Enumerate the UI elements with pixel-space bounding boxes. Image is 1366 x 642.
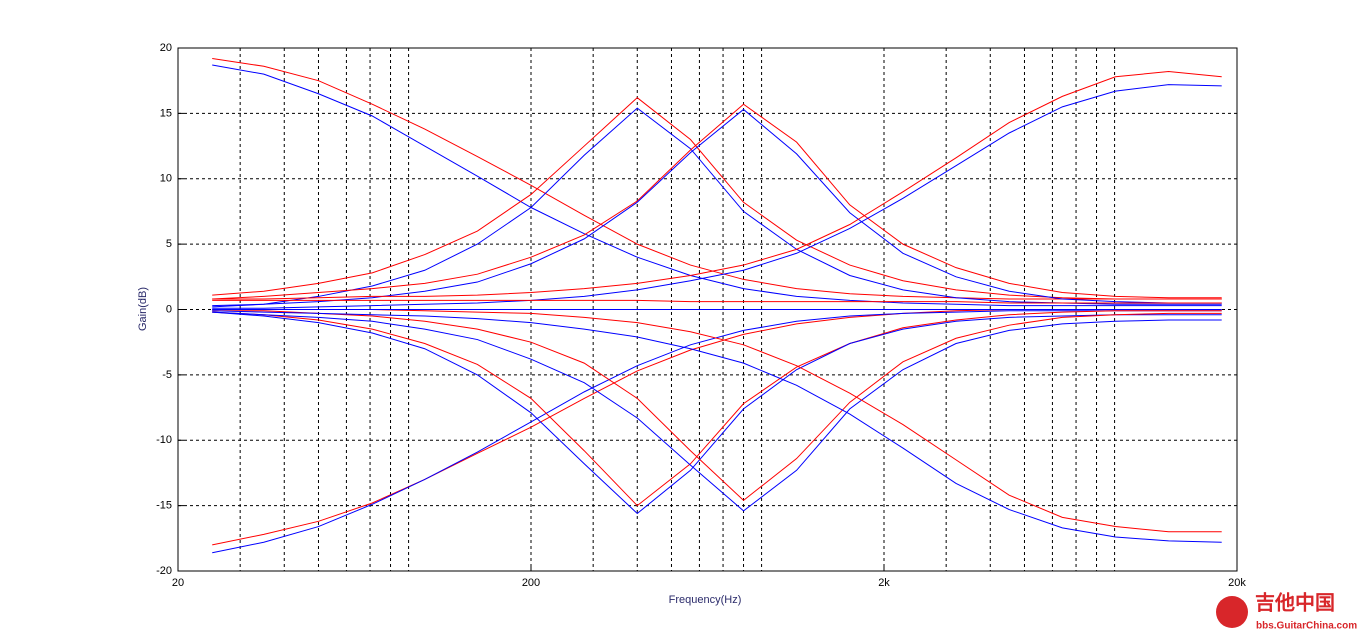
series-line (212, 310, 1222, 543)
series-line (212, 310, 1222, 502)
series-line (212, 103, 1222, 300)
series-line (212, 310, 1222, 507)
x-axis-label: Frequency(Hz) (669, 594, 742, 606)
x-tick-label: 2k (878, 577, 890, 589)
watermark-logo (1216, 596, 1248, 628)
watermark: 吉他中国 bbs.GuitarChina.com (1216, 590, 1357, 632)
y-tick-label: -20 (156, 565, 172, 577)
y-tick-label: 5 (166, 238, 172, 250)
y-tick-label: 0 (166, 303, 172, 315)
y-tick-label: 15 (160, 107, 172, 119)
y-tick-label: -5 (162, 369, 172, 381)
watermark-title: 吉他中国 (1255, 590, 1335, 614)
x-tick-label: 200 (522, 577, 540, 589)
x-tick-label: 20k (1228, 577, 1246, 589)
watermark-url: bbs.GuitarChina.com (1256, 621, 1357, 632)
y-tick-label: -15 (156, 500, 172, 512)
grid (178, 48, 1237, 571)
series-line (212, 84, 1222, 309)
series-line (212, 299, 1222, 304)
y-tick-label: 20 (160, 42, 172, 54)
series-line (212, 311, 1222, 515)
series-line (212, 71, 1222, 300)
series-line (212, 310, 1222, 554)
y-tick-label: 10 (160, 173, 172, 185)
series-line (212, 311, 1222, 512)
series-line (212, 57, 1222, 300)
series-line (212, 64, 1222, 307)
y-tick-label: -10 (156, 434, 172, 446)
y-axis-label: Gain(dB) (137, 287, 149, 331)
x-tick-label: 20 (172, 577, 184, 589)
